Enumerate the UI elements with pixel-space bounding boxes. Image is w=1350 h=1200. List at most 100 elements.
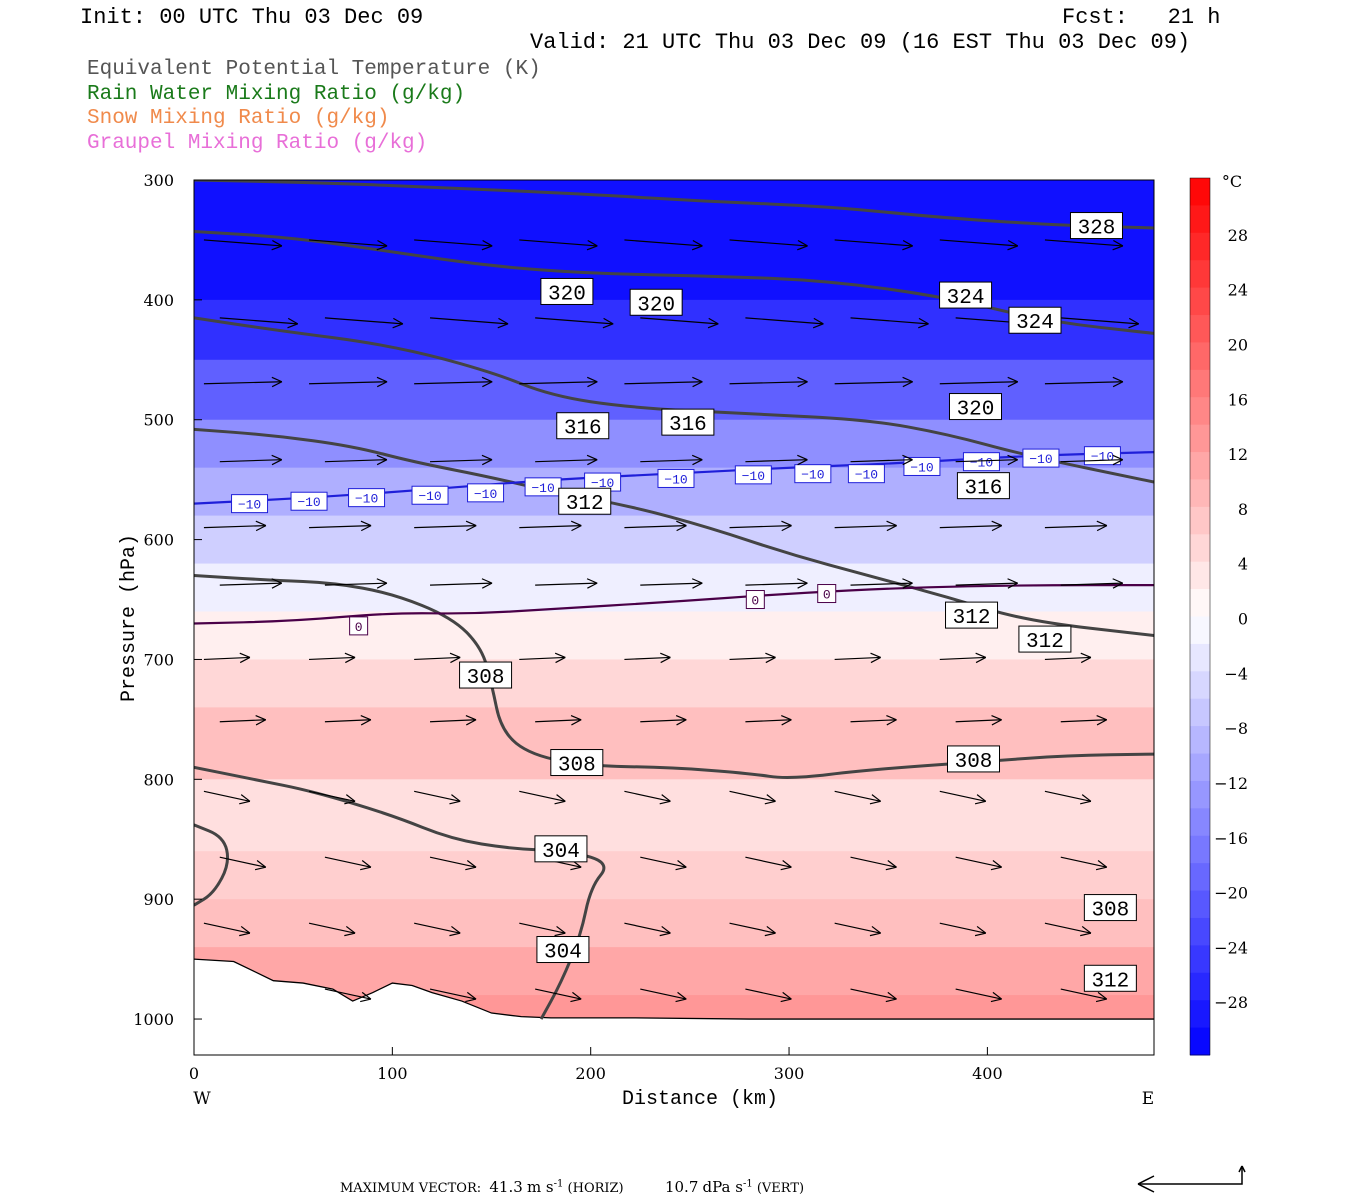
x-axis-label: Distance (km) [622,1088,778,1111]
wind-arrow [324,856,372,868]
contour-label-box [1083,894,1137,922]
temperature-band [194,659,1154,708]
wind-arrow [955,459,1018,463]
wind-arrow [309,656,356,661]
wind-arrowhead [239,794,251,805]
wind-arrowhead [1096,714,1108,726]
wind-arrowhead [481,454,493,466]
colorbar-unit: °C [1222,172,1242,191]
wind-arrow [219,582,282,586]
colorbar-segment [1190,534,1210,563]
wind-arrowhead [675,860,687,871]
terrain-mask [194,958,1154,1055]
contour-label-box [939,281,993,309]
isotherm-label: −10 [742,469,765,484]
colorbar-segment [1190,643,1210,672]
wind-arrow [219,317,298,325]
wind-arrowhead [692,376,703,388]
contour-label-box [558,487,612,515]
wind-arrow [745,317,824,325]
contour-label: 320 [548,283,586,306]
isotherm-line [194,584,1154,625]
max-vector-horiz-unit: m s [526,1178,554,1196]
wind-arrowhead [974,794,987,805]
wind-arrowhead [481,376,493,388]
wind-arrow [1044,656,1091,661]
contour-label-box [536,936,590,964]
y-tick-label: 800 [143,770,174,789]
wind-arrowhead [360,714,372,726]
isotherm-lines: −10 −10 −10 −10 −10 −10 −10 −10 −10 −10 −10 −10 −10 −… [194,446,1154,636]
wind-arrowhead [570,714,582,726]
contour-label: 308 [558,755,596,778]
wind-arrowhead [991,714,1002,726]
wind-arrowhead [465,520,477,532]
wind-arrow [1060,459,1123,463]
wind-arrowhead [1112,454,1124,466]
wind-arrowhead [344,652,356,664]
colorbar-segment [1190,424,1210,453]
wind-arrowhead [554,652,566,664]
contour-label: 316 [669,414,707,437]
wind-arrow [1044,239,1123,247]
contour-label: 308 [467,667,505,690]
wind-arrow [219,459,282,463]
wind-arrow [939,790,986,802]
wind-arrowhead [869,794,882,805]
wind-arrow [219,856,266,868]
wind-arrowhead [449,925,461,937]
wind-arrow [624,790,671,802]
wind-arrowhead [675,991,687,1003]
wind-arrow [640,582,703,586]
contour-label: 324 [947,287,985,310]
colorbar-tick-label: 24 [1228,281,1248,300]
wind-arrowhead [1007,239,1019,251]
theta-e-contour-328 [194,180,1154,230]
max-vector-horiz-value: 41.3 [489,1178,523,1196]
wind-arrow [308,922,356,934]
wind-arrow [1060,719,1107,723]
wind-arrowhead [660,652,671,664]
theta-e-contours [194,180,1154,1020]
isotherm-label: −10 [297,495,320,510]
wind-arrowhead [691,454,703,466]
reference-vector-icon [1137,1165,1246,1193]
wind-arrowhead [975,652,987,664]
wind-arrowhead [239,925,251,937]
isotherm-label: −10 [1029,452,1052,467]
wind-arrow [430,582,493,586]
colorbar-tick-label: −20 [1214,884,1248,903]
isotherm-label: −10 [355,492,378,507]
isotherm-label-box [903,456,941,476]
contour-label: 316 [965,478,1003,501]
contour-label-box [945,601,999,629]
contour-label-box [1018,625,1072,653]
y-tick-label: 300 [143,171,174,190]
wind-arrow [640,719,687,723]
wind-arrow [324,582,387,586]
colorbar-segment [1190,726,1210,755]
y-tick-label: 600 [143,531,174,550]
wind-arrowhead [376,376,388,388]
wind-arrow [324,317,403,325]
colorbar-tick-label: 4 [1238,555,1248,574]
contour-label: 316 [564,418,602,441]
wind-arrow [955,988,1002,1000]
terrain-fill [194,959,1154,1055]
contour-label: 304 [544,942,582,965]
wind-arrow [955,719,1002,723]
wind-arrowhead [554,925,566,937]
theta-e-contour-320 [194,316,1154,484]
max-vector-vert-tag: (VERT) [756,1181,805,1196]
isotherm-label-box [524,477,562,497]
wind-arrow [624,525,687,529]
wind-arrowhead [344,794,356,805]
wind-arrowhead [554,794,566,805]
isotherm-label: 0 [823,588,831,603]
isotherm-label-box [231,494,269,514]
temperature-band [194,611,1154,660]
colorbar-segment [1190,698,1210,727]
y-tick-label: 500 [143,411,174,430]
colorbar-segment [1190,917,1210,946]
wind-arrowhead [376,578,388,589]
